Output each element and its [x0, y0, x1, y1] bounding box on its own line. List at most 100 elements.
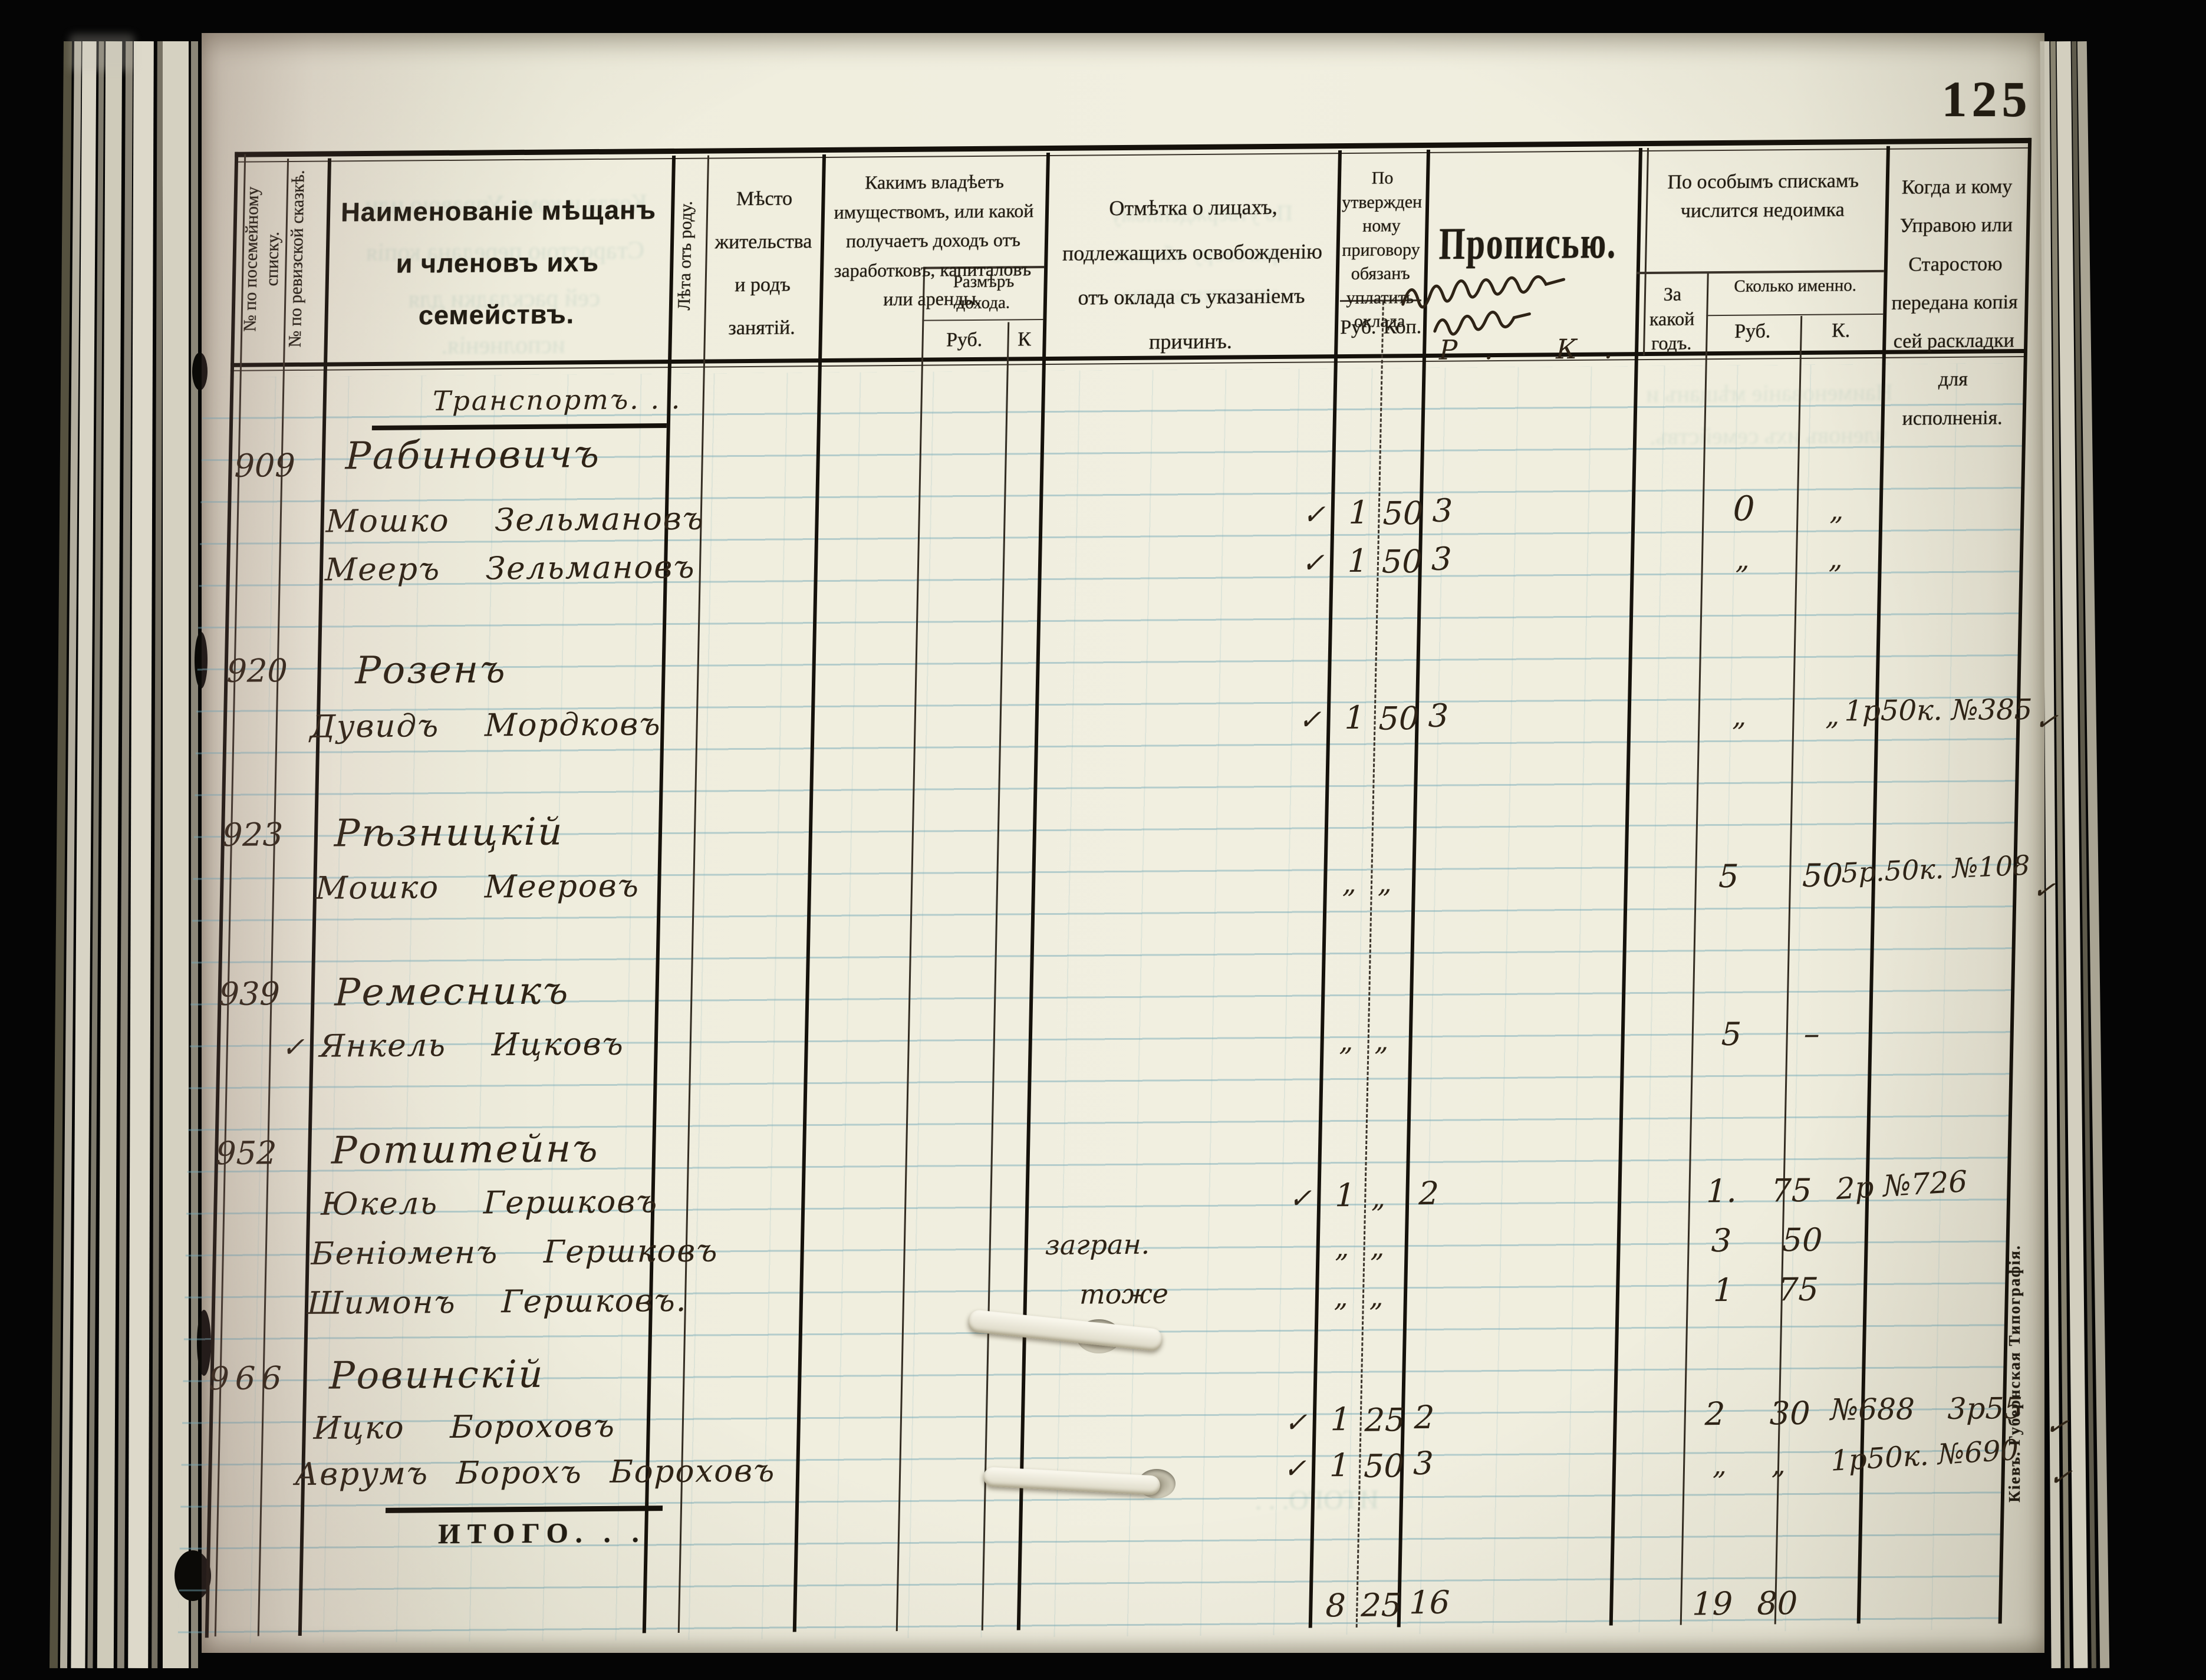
- exempt-remark: тоже: [1079, 1277, 1169, 1310]
- oklad-kop: 25: [1364, 1401, 1406, 1439]
- propisyu-value: 3: [1432, 492, 1453, 529]
- oklad-rub: 1: [1347, 542, 1369, 579]
- header-arrears-rub: Руб.: [1734, 320, 1771, 342]
- check-mark: ✓: [1302, 498, 1326, 531]
- member-name: Мошко Мееровъ: [315, 868, 640, 907]
- printer-caption: Кіевъ. Губернская Типографія.: [2006, 1244, 2023, 1503]
- header-exempt: Отмѣтка о лицахъ, подлежащихъ освобожден…: [1062, 195, 1323, 354]
- oklad-rub: 1: [1344, 699, 1365, 737]
- arrears-rub: 5: [1718, 857, 1740, 895]
- page-number: 125: [1941, 71, 2032, 127]
- propisyu-value: 3: [1428, 697, 1449, 734]
- propisyu-signature: Р. К.: [1438, 332, 1641, 366]
- income-box-divider: [922, 319, 1043, 321]
- member-name: Ицко Бороховъ: [313, 1408, 616, 1447]
- propisyu-value: 3: [1413, 1444, 1434, 1483]
- group-no: 909: [234, 447, 296, 485]
- member-name: Янкель Ицковъ: [319, 1026, 625, 1065]
- oklad-rub: 1: [1330, 1400, 1351, 1438]
- arrears-kop: 75: [1777, 1270, 1819, 1309]
- group-no: 939: [219, 975, 281, 1013]
- arrears-kop: „: [1828, 542, 1843, 575]
- ink-blob: [195, 632, 208, 689]
- oklad-rub: 1: [1334, 1176, 1356, 1214]
- propisyu-value: 2: [1414, 1398, 1435, 1437]
- check-mark: ✓: [1284, 1406, 1308, 1438]
- total-oklad-kop: 25: [1360, 1586, 1402, 1624]
- oklad-kop: „: [1377, 867, 1392, 899]
- arrears-kop: 50: [1802, 857, 1843, 894]
- check-mark: ✓: [1283, 1452, 1307, 1484]
- family-name: Рабиновичъ: [345, 432, 601, 479]
- arrears-rub: 0: [1733, 488, 1756, 529]
- oklad-rub: „: [1335, 1231, 1350, 1264]
- name-check-mark: ✓: [281, 1030, 305, 1063]
- check-mark: ✓: [1288, 1182, 1312, 1214]
- ink-blob: [197, 1310, 211, 1376]
- total-arrears-rub: 19: [1691, 1585, 1733, 1623]
- handwritten-scrawl: [1401, 275, 1566, 336]
- header-arrears-year: За какой годъ.: [1649, 283, 1695, 354]
- oklad-kop: 50: [1378, 700, 1420, 737]
- edge-check-mark: ✓: [2030, 872, 2058, 907]
- arrears-note: №688 3р55: [1830, 1391, 2023, 1427]
- arrears-sub-top: [1636, 269, 1884, 275]
- exempt-remark: загран.: [1045, 1228, 1150, 1261]
- arrears-rub: „: [1735, 543, 1750, 575]
- propisyu-value: 2: [1418, 1174, 1440, 1213]
- transport-label: Транспортъ. . .: [432, 383, 683, 417]
- page-stack-left: [163, 41, 189, 1668]
- header-propisyu-stamp: Прописью.: [1438, 218, 1618, 269]
- member-name: Юкель Гершковъ: [320, 1184, 659, 1223]
- oklad-rub: „: [1334, 1281, 1349, 1313]
- header-arrears-amount: Сколько именно.: [1734, 276, 1857, 296]
- edge-check-mark: ✓: [2032, 703, 2060, 739]
- oklad-rub: „: [1342, 867, 1357, 900]
- arrears-rub: 2: [1704, 1395, 1726, 1433]
- arrears-rub: 1: [1713, 1271, 1734, 1309]
- member-name: Беніоменъ Гершковъ: [311, 1233, 719, 1272]
- arrears-rub: „: [1712, 1448, 1727, 1481]
- arrears-amount-divider: [1706, 313, 1884, 317]
- member-name: Шимонъ Гершковъ.: [307, 1282, 688, 1322]
- member-name: Аврумъ Борохъ Бороховъ: [294, 1452, 776, 1493]
- ink-blob: [174, 1550, 211, 1601]
- arrears-rub: 5: [1721, 1015, 1742, 1053]
- oklad-kop: 50: [1382, 494, 1424, 532]
- ledger-sheet: [202, 33, 2044, 1653]
- member-name: Мошко Зельмановъ: [325, 500, 705, 540]
- check-mark: ✓: [1301, 546, 1325, 579]
- header-income-size: Размѣръ дохода.: [953, 272, 1015, 313]
- oklad-rub: „: [1339, 1025, 1354, 1058]
- header-revision-no: № по ревизской сказкѣ.: [285, 170, 308, 348]
- check-mark: ✓: [1298, 703, 1322, 736]
- member-name: Дувидъ Мордковъ: [310, 706, 662, 745]
- oklad-kop: „: [1371, 1181, 1386, 1214]
- header-arrears-k: К.: [1831, 319, 1851, 342]
- arrears-kop: 75: [1770, 1171, 1812, 1210]
- group-no: 952: [215, 1134, 277, 1172]
- header-names: Наименованіе мѣщанъ и членовъ ихъ семейс…: [340, 195, 657, 330]
- oklad-kop: „: [1369, 1280, 1384, 1313]
- propisyu-value: 3: [1431, 540, 1453, 578]
- arrears-kop: „: [1829, 494, 1844, 526]
- arrears-kop: 50: [1782, 1221, 1823, 1259]
- group-no: 920: [226, 652, 288, 690]
- family-name: Ровинскій: [328, 1352, 545, 1398]
- arrears-note: 2р №726: [1835, 1164, 1968, 1207]
- header-copy: Когда и кому Управою или Старостою перед…: [1891, 176, 2019, 430]
- family-name: Розенъ: [354, 648, 508, 693]
- arrears-kop: „: [1771, 1448, 1786, 1481]
- header-income-k: К: [1017, 328, 1032, 351]
- header-residence: Мѣсто жительства и родъ занятій.: [715, 187, 812, 340]
- arrears-kop: 30: [1769, 1394, 1811, 1432]
- arrears-kop: „: [1825, 699, 1840, 732]
- header-income-rub: Руб.: [946, 328, 983, 351]
- arrears-rub: 3: [1711, 1221, 1732, 1260]
- family-name: Ротштейнъ: [331, 1126, 600, 1173]
- group-no: 923: [222, 816, 284, 854]
- arrears-note: 5р.50к. №108: [1840, 849, 2030, 889]
- oklad-kop: 50: [1381, 542, 1423, 581]
